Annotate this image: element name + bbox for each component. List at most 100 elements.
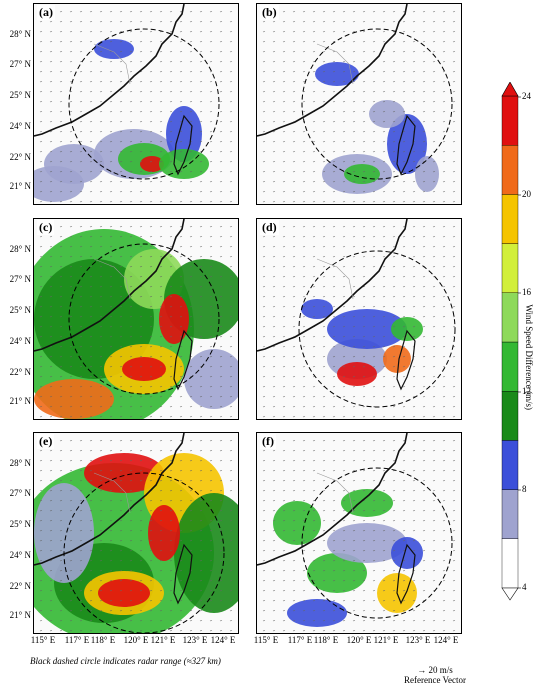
wind-vector bbox=[109, 480, 113, 482]
wind-vector bbox=[392, 276, 396, 278]
wind-vector bbox=[372, 246, 376, 248]
wind-vector bbox=[272, 356, 276, 358]
wind-vector bbox=[332, 276, 336, 278]
wind-vector bbox=[99, 346, 103, 348]
wind-vector bbox=[129, 510, 133, 512]
wind-vector bbox=[109, 286, 113, 288]
wind-vector bbox=[402, 366, 406, 368]
wind-vector bbox=[159, 181, 163, 183]
wind-vector bbox=[372, 171, 376, 173]
wind-vector bbox=[382, 460, 386, 462]
wind-vector bbox=[452, 306, 456, 308]
wind-vector bbox=[169, 406, 173, 408]
wind-vector bbox=[322, 540, 326, 542]
wind-vector bbox=[69, 406, 73, 408]
wind-vector bbox=[99, 396, 103, 398]
wind-vector bbox=[199, 590, 203, 592]
wind-vector bbox=[229, 610, 233, 612]
wind-vector bbox=[219, 11, 223, 13]
wind-vector bbox=[392, 386, 396, 388]
wind-vector bbox=[99, 406, 103, 408]
wind-vector bbox=[332, 550, 336, 552]
wind-vector bbox=[302, 510, 306, 512]
wind-vector bbox=[312, 161, 316, 163]
wind-vector bbox=[452, 226, 456, 228]
wind-vector bbox=[442, 630, 446, 632]
wind-vector bbox=[382, 71, 386, 73]
wind-vector bbox=[39, 460, 43, 462]
wind-vector bbox=[109, 416, 113, 418]
wind-vector bbox=[99, 600, 103, 602]
wind-vector bbox=[109, 101, 113, 103]
wind-vector bbox=[159, 460, 163, 462]
wind-vector bbox=[169, 570, 173, 572]
wind-vector bbox=[219, 386, 223, 388]
wind-vector bbox=[382, 296, 386, 298]
wind-vector bbox=[282, 450, 286, 452]
wind-vector bbox=[89, 336, 93, 338]
wind-vector bbox=[69, 151, 73, 153]
wind-vector bbox=[412, 41, 416, 43]
wind-vector bbox=[129, 460, 133, 462]
wind-vector bbox=[402, 386, 406, 388]
wind-vector bbox=[119, 121, 123, 123]
wind-vector bbox=[59, 191, 63, 193]
wind-vector bbox=[412, 316, 416, 318]
wind-vector bbox=[119, 191, 123, 193]
wind-vector bbox=[292, 610, 296, 612]
wind-vector bbox=[432, 181, 436, 183]
wind-vector bbox=[442, 346, 446, 348]
wind-vector bbox=[282, 161, 286, 163]
wind-vector bbox=[159, 470, 163, 472]
wind-vector bbox=[149, 570, 153, 572]
wind-vector bbox=[69, 396, 73, 398]
wind-vector bbox=[149, 406, 153, 408]
wind-vector bbox=[109, 336, 113, 338]
wind-vector bbox=[149, 450, 153, 452]
wind-vector bbox=[119, 41, 123, 43]
wind-difference-shading bbox=[34, 483, 94, 583]
wind-vector bbox=[412, 21, 416, 23]
wind-vector bbox=[362, 171, 366, 173]
wind-vector bbox=[382, 450, 386, 452]
wind-vector bbox=[149, 510, 153, 512]
wind-vector bbox=[322, 356, 326, 358]
wind-vector bbox=[282, 480, 286, 482]
wind-vector bbox=[119, 530, 123, 532]
wind-vector bbox=[452, 266, 456, 268]
wind-vector bbox=[39, 191, 43, 193]
wind-vector bbox=[199, 470, 203, 472]
wind-vector bbox=[442, 480, 446, 482]
wind-vector bbox=[159, 520, 163, 522]
wind-vector bbox=[292, 450, 296, 452]
wind-vector bbox=[282, 550, 286, 552]
wind-vector bbox=[282, 396, 286, 398]
wind-vector bbox=[119, 61, 123, 63]
wind-vector bbox=[432, 11, 436, 13]
wind-vector bbox=[79, 256, 83, 258]
wind-vector bbox=[452, 450, 456, 452]
wind-vector bbox=[392, 600, 396, 602]
wind-vector bbox=[229, 336, 233, 338]
wind-vector bbox=[209, 21, 213, 23]
wind-vector bbox=[262, 570, 266, 572]
reference-vector-value: → 20 m/s bbox=[400, 665, 470, 675]
wind-vector bbox=[159, 41, 163, 43]
wind-vector bbox=[272, 21, 276, 23]
wind-vector bbox=[302, 71, 306, 73]
wind-vector bbox=[169, 171, 173, 173]
wind-vector bbox=[342, 31, 346, 33]
wind-vector bbox=[79, 500, 83, 502]
wind-vector bbox=[352, 121, 356, 123]
wind-vector bbox=[219, 396, 223, 398]
wind-vector bbox=[262, 620, 266, 622]
wind-vector bbox=[292, 11, 296, 13]
wind-vector bbox=[129, 296, 133, 298]
wind-vector bbox=[382, 366, 386, 368]
wind-vector bbox=[422, 151, 426, 153]
wind-vector bbox=[129, 181, 133, 183]
wind-vector bbox=[362, 620, 366, 622]
wind-vector bbox=[109, 256, 113, 258]
wind-vector bbox=[129, 560, 133, 562]
wind-vector bbox=[372, 560, 376, 562]
